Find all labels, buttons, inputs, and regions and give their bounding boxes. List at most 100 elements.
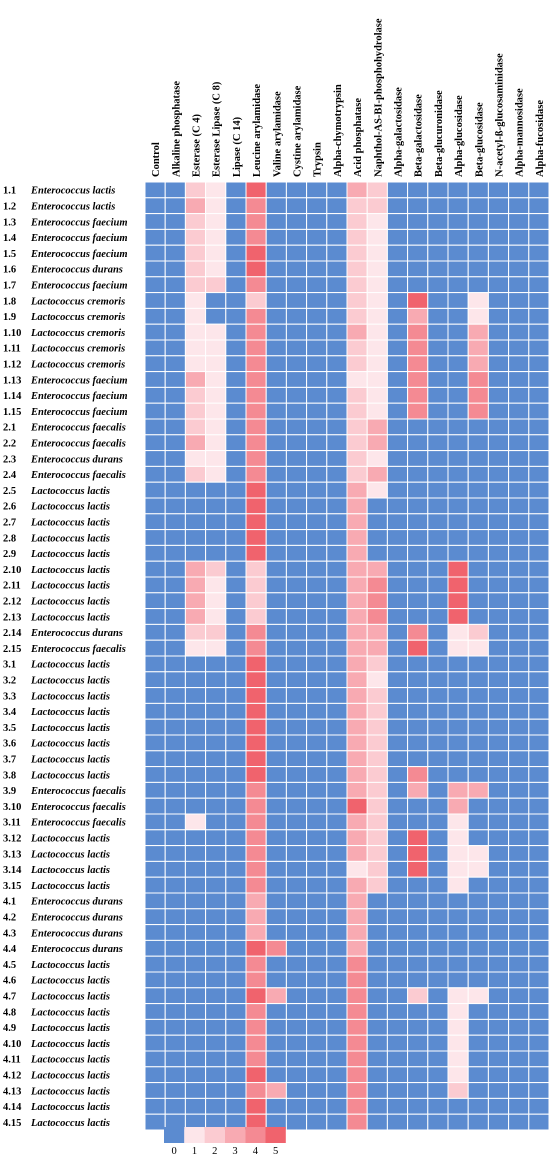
heatmap-cell <box>447 750 469 768</box>
heatmap-cell <box>467 639 489 657</box>
heatmap-cell <box>164 323 186 341</box>
heatmap-cell <box>467 813 489 831</box>
heatmap-cell <box>225 276 247 294</box>
heatmap-cell <box>245 750 267 768</box>
heatmap-cell <box>285 860 308 878</box>
heatmap-cell <box>427 339 449 357</box>
heatmap-cell <box>184 228 207 246</box>
heatmap-cell <box>407 228 429 246</box>
heatmap-cell <box>508 1018 530 1036</box>
heatmap-cell <box>285 829 308 847</box>
row-species-label: Enterococcus durans <box>30 944 123 955</box>
heatmap-cell <box>366 450 388 467</box>
heatmap-cell <box>225 987 247 1005</box>
heatmap-cell <box>528 781 550 799</box>
heatmap-cell <box>407 576 429 594</box>
heatmap-cell <box>346 1066 368 1084</box>
heatmap-cell <box>447 513 469 531</box>
heatmap-cell <box>467 276 489 294</box>
heatmap-cell <box>386 860 409 878</box>
heatmap-cell <box>225 876 247 894</box>
heatmap-cell <box>326 813 348 831</box>
heatmap-cell <box>265 560 287 578</box>
heatmap-cell <box>205 971 227 989</box>
heatmap-cell <box>184 371 207 388</box>
heatmap-cell <box>386 228 409 246</box>
heatmap-cell <box>467 1018 489 1036</box>
heatmap-cell <box>407 608 429 625</box>
heatmap-cell <box>487 355 510 373</box>
heatmap-cell <box>326 355 348 373</box>
heatmap-cell <box>245 1034 267 1052</box>
row-species-label: Enterococcus lactis <box>30 202 115 213</box>
heatmap-cell <box>184 766 207 783</box>
row-species-label: Lactococcus lactis <box>30 676 110 687</box>
heatmap-cell <box>508 450 530 467</box>
heatmap-cell <box>407 924 429 941</box>
row-id-label: 2.11 <box>3 581 21 592</box>
heatmap-cell <box>265 465 287 483</box>
heatmap-cell <box>386 481 409 499</box>
heatmap-cell <box>144 292 166 309</box>
heatmap-cell <box>508 213 530 230</box>
heatmap-cell <box>205 513 227 531</box>
heatmap-cell <box>144 418 166 436</box>
heatmap-cell <box>306 1066 328 1084</box>
heatmap-cell <box>407 781 429 799</box>
heatmap-cell <box>487 497 510 515</box>
heatmap-cell <box>487 307 510 325</box>
heatmap-cell <box>265 908 287 926</box>
row-id-label: 4.14 <box>3 1102 22 1113</box>
row-id-label: 1.3 <box>3 217 16 228</box>
heatmap-cell <box>306 1018 328 1036</box>
heatmap-cell <box>508 592 530 610</box>
heatmap-cell <box>306 402 328 420</box>
row-id-label: 3.5 <box>3 723 16 734</box>
row-species-label: Enterococcus durans <box>30 265 123 276</box>
heatmap-cell <box>407 402 429 420</box>
row-id-label: 1.2 <box>3 202 16 213</box>
heatmap-cell <box>528 560 550 578</box>
heatmap-cell <box>407 481 429 499</box>
heatmap-cell <box>508 1066 530 1084</box>
heatmap-cell <box>346 434 368 452</box>
heatmap-cell <box>285 371 308 388</box>
heatmap-cell <box>366 276 388 294</box>
heatmap-cell <box>386 971 409 989</box>
heatmap-cell <box>366 845 388 862</box>
heatmap-cell <box>144 592 166 610</box>
heatmap-cell <box>447 181 469 199</box>
heatmap-cell <box>306 497 328 515</box>
row-species-label: Lactococcus lactis <box>30 581 110 592</box>
heatmap-cell <box>487 576 510 594</box>
heatmap-cell <box>528 939 550 957</box>
row-species-label: Lactococcus lactis <box>30 533 110 544</box>
row-species-label: Lactococcus lactis <box>30 502 110 513</box>
heatmap-cell <box>306 560 328 578</box>
heatmap-cell <box>144 386 166 404</box>
heatmap-cell <box>508 908 530 926</box>
heatmap-cell <box>144 734 166 752</box>
heatmap-cell <box>225 323 247 341</box>
heatmap-cell <box>225 1066 247 1084</box>
row-species-label: Enterococcus faecalis <box>30 423 126 434</box>
heatmap-cell <box>386 908 409 926</box>
heatmap-cell <box>366 244 388 262</box>
heatmap-cell <box>508 639 530 657</box>
heatmap-cell <box>346 465 368 483</box>
heatmap-cell <box>164 1082 186 1099</box>
heatmap-cell <box>205 450 227 467</box>
heatmap-cell <box>467 1097 489 1115</box>
heatmap-cell <box>144 781 166 799</box>
heatmap-cell <box>285 339 308 357</box>
heatmap-cell <box>285 402 308 420</box>
heatmap-cell <box>427 766 449 783</box>
row-species-label: Lactococcus lactis <box>30 486 110 497</box>
heatmap-cell <box>225 750 247 768</box>
heatmap-cell <box>285 687 308 704</box>
heatmap-cell <box>326 750 348 768</box>
heatmap-cell <box>346 671 368 689</box>
heatmap-cell <box>306 750 328 768</box>
heatmap-cell <box>164 529 186 546</box>
heatmap-cell <box>265 371 287 388</box>
